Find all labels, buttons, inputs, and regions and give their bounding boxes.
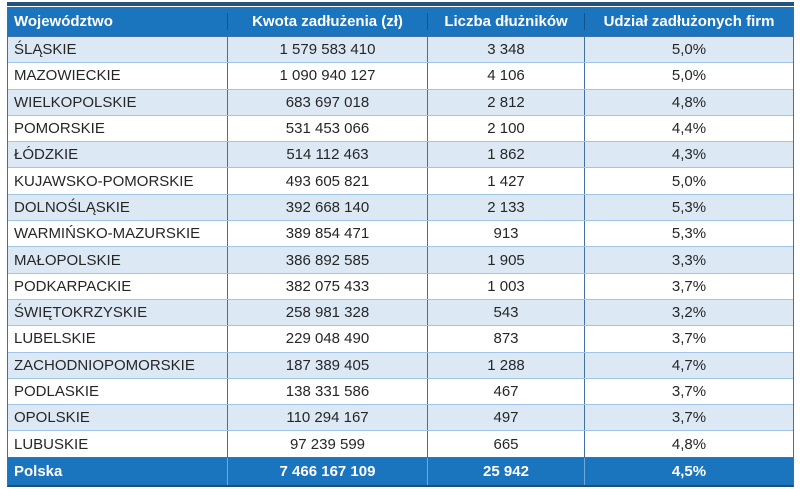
table-row: ŁÓDZKIE 514 112 463 1 862 4,3% <box>8 141 793 168</box>
cell-kwota-zadluzenia: 392 668 140 <box>227 194 427 221</box>
cell-wojewodztwo: LUBUSKIE <box>14 435 89 453</box>
footer-cell-udzial: 4,5% <box>584 457 793 485</box>
cell-wojewodztwo: PODLASKIE <box>14 383 100 400</box>
table-body: ŚLĄSKIE 1 579 583 410 3 348 5,0% MAZOWIE… <box>8 36 793 457</box>
cell-liczba-dluznikow: 1 905 <box>427 247 584 273</box>
cell-kwota-zadluzenia: 493 605 821 <box>227 168 427 194</box>
cell-udzial-zadluzonych: 5,3% <box>584 221 793 247</box>
table-row: MAŁOPOLSKIE 386 892 585 1 905 3,3% <box>8 246 793 273</box>
column-header-kwota-zadluzenia: Kwota zadłużenia (zł) <box>227 13 427 30</box>
cell-udzial-zadluzonych: 5,0% <box>584 168 793 194</box>
cell-wojewodztwo: ŚLĄSKIE <box>14 41 77 59</box>
cell-kwota-zadluzenia: 229 048 490 <box>227 326 427 352</box>
table-row: DOLNOŚLĄSKIE 392 668 140 2 133 5,3% <box>8 193 793 221</box>
table-footer-row: Polska 7 466 167 109 25 942 4,5% <box>8 456 793 485</box>
cell-liczba-dluznikow: 2 812 <box>427 89 584 115</box>
table-top-border <box>7 2 794 6</box>
cell-liczba-dluznikow: 2 133 <box>427 194 584 221</box>
cell-kwota-zadluzenia: 138 331 586 <box>227 378 427 405</box>
cell-liczba-dluznikow: 497 <box>427 405 584 431</box>
cell-wojewodztwo: DOLNOŚLĄSKIE <box>14 198 130 216</box>
cell-wojewodztwo: PODKARPACKIE <box>14 277 132 295</box>
cell-liczba-dluznikow: 2 100 <box>427 115 584 142</box>
cell-liczba-dluznikow: 543 <box>427 299 584 326</box>
cell-wojewodztwo: WARMIŃSKO-MAZURSKIE <box>14 225 201 243</box>
cell-liczba-dluznikow: 913 <box>427 221 584 247</box>
cell-wojewodztwo: KUJAWSKO-POMORSKIE <box>14 172 194 190</box>
table-row: WARMIŃSKO-MAZURSKIE 389 854 471 913 5,3% <box>8 220 793 247</box>
cell-udzial-zadluzonych: 4,3% <box>584 142 793 168</box>
cell-wojewodztwo: OPOLSKIE <box>14 409 90 427</box>
table-header-row: Województwo Kwota zadłużenia (zł) Liczba… <box>8 7 793 36</box>
table-row: KUJAWSKO-POMORSKIE 493 605 821 1 427 5,0… <box>8 167 793 194</box>
cell-liczba-dluznikow: 4 106 <box>427 63 584 89</box>
cell-udzial-zadluzonych: 4,7% <box>584 352 793 378</box>
cell-wojewodztwo: ŚWIĘTOKRZYSKIE <box>14 304 148 322</box>
table-row: WIELKOPOLSKIE 683 697 018 2 812 4,8% <box>8 88 793 115</box>
cell-liczba-dluznikow: 1 003 <box>427 273 584 299</box>
cell-liczba-dluznikow: 467 <box>427 378 584 405</box>
table-row: LUBUSKIE 97 239 599 665 4,8% <box>8 430 793 457</box>
cell-wojewodztwo: LUBELSKIE <box>14 330 96 348</box>
table-wrapper: Województwo Kwota zadłużenia (zł) Liczba… <box>7 2 794 489</box>
footer-cell-kwota: 7 466 167 109 <box>227 457 427 485</box>
cell-udzial-zadluzonych: 3,7% <box>584 378 793 405</box>
cell-liczba-dluznikow: 873 <box>427 326 584 352</box>
table-row: ZACHODNIOPOMORSKIE 187 389 405 1 288 4,7… <box>8 351 793 378</box>
table-row: LUBELSKIE 229 048 490 873 3,7% <box>8 325 793 352</box>
cell-udzial-zadluzonych: 4,8% <box>584 89 793 115</box>
cell-udzial-zadluzonych: 3,2% <box>584 299 793 326</box>
cell-udzial-zadluzonych: 3,7% <box>584 326 793 352</box>
cell-udzial-zadluzonych: 5,0% <box>584 37 793 63</box>
cell-liczba-dluznikow: 1 288 <box>427 352 584 378</box>
cell-wojewodztwo: ZACHODNIOPOMORSKIE <box>14 356 195 374</box>
cell-wojewodztwo: MAŁOPOLSKIE <box>14 251 121 269</box>
cell-wojewodztwo: ŁÓDZKIE <box>14 146 79 164</box>
table-row: OPOLSKIE 110 294 167 497 3,7% <box>8 404 793 431</box>
cell-wojewodztwo: MAZOWIECKIE <box>14 67 121 85</box>
cell-liczba-dluznikow: 1 427 <box>427 168 584 194</box>
cell-kwota-zadluzenia: 1 579 583 410 <box>227 37 427 63</box>
cell-udzial-zadluzonych: 3,7% <box>584 273 793 299</box>
debt-by-voivodeship-table: Województwo Kwota zadłużenia (zł) Liczba… <box>7 7 794 487</box>
cell-udzial-zadluzonych: 3,3% <box>584 247 793 273</box>
cell-kwota-zadluzenia: 683 697 018 <box>227 89 427 115</box>
cell-udzial-zadluzonych: 3,7% <box>584 405 793 431</box>
cell-udzial-zadluzonych: 4,4% <box>584 115 793 142</box>
table-row: PODLASKIE 138 331 586 467 3,7% <box>8 377 793 405</box>
cell-liczba-dluznikow: 665 <box>427 431 584 457</box>
cell-liczba-dluznikow: 3 348 <box>427 37 584 63</box>
cell-kwota-zadluzenia: 258 981 328 <box>227 299 427 326</box>
table-row: POMORSKIE 531 453 066 2 100 4,4% <box>8 114 793 142</box>
footer-cell-polska: Polska <box>14 462 63 480</box>
column-header-wojewodztwo: Województwo <box>14 13 113 30</box>
table-row: ŚLĄSKIE 1 579 583 410 3 348 5,0% <box>8 36 793 63</box>
cell-kwota-zadluzenia: 386 892 585 <box>227 247 427 273</box>
cell-wojewodztwo: POMORSKIE <box>14 120 105 138</box>
cell-kwota-zadluzenia: 110 294 167 <box>227 405 427 431</box>
cell-kwota-zadluzenia: 514 112 463 <box>227 142 427 168</box>
footer-cell-liczba: 25 942 <box>427 457 584 485</box>
cell-udzial-zadluzonych: 4,8% <box>584 431 793 457</box>
cell-kwota-zadluzenia: 187 389 405 <box>227 352 427 378</box>
cell-kwota-zadluzenia: 1 090 940 127 <box>227 63 427 89</box>
cell-kwota-zadluzenia: 97 239 599 <box>227 431 427 457</box>
table-row: PODKARPACKIE 382 075 433 1 003 3,7% <box>8 272 793 299</box>
table-row: ŚWIĘTOKRZYSKIE 258 981 328 543 3,2% <box>8 298 793 326</box>
cell-wojewodztwo: WIELKOPOLSKIE <box>14 93 137 111</box>
cell-liczba-dluznikow: 1 862 <box>427 142 584 168</box>
column-header-udzial-zadluzonych-firm: Udział zadłużonych firm <box>584 13 793 30</box>
cell-kwota-zadluzenia: 389 854 471 <box>227 221 427 247</box>
table-row: MAZOWIECKIE 1 090 940 127 4 106 5,0% <box>8 62 793 89</box>
cell-udzial-zadluzonych: 5,3% <box>584 194 793 221</box>
cell-kwota-zadluzenia: 531 453 066 <box>227 115 427 142</box>
column-header-liczba-dluznikow: Liczba dłużników <box>427 13 584 30</box>
cell-udzial-zadluzonych: 5,0% <box>584 63 793 89</box>
cell-kwota-zadluzenia: 382 075 433 <box>227 273 427 299</box>
